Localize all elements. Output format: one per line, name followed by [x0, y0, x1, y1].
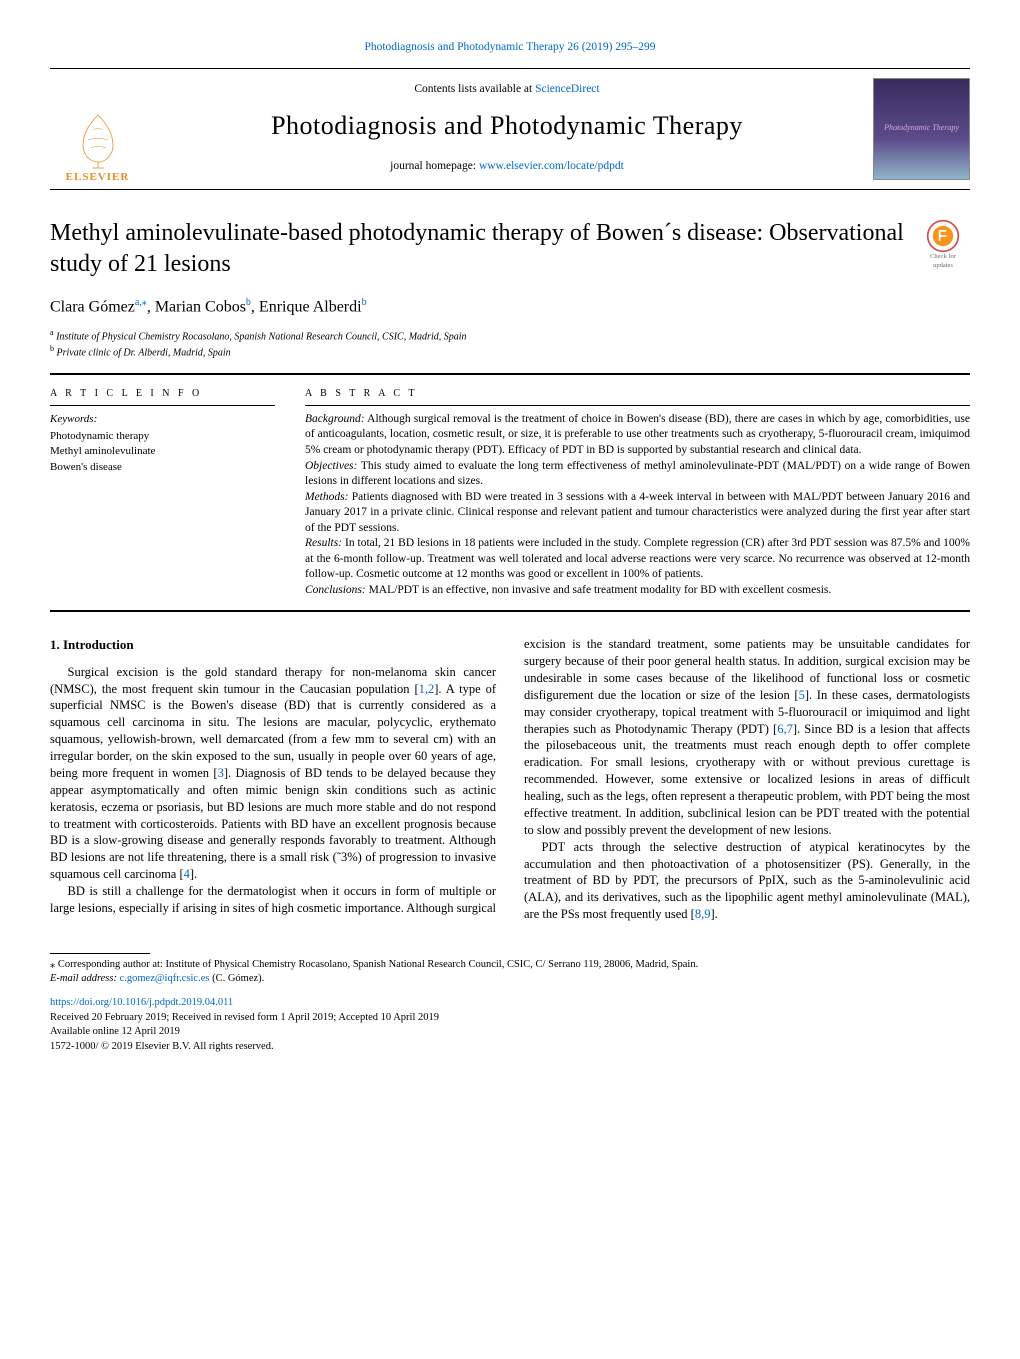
check-updates-badge[interactable]: Check for updates — [916, 218, 970, 272]
body-paragraph: Surgical excision is the gold standard t… — [50, 664, 496, 883]
article-title: Methyl aminolevulinate-based photodynami… — [50, 218, 904, 280]
article-info-head: A R T I C L E I N F O — [50, 387, 275, 406]
body-paragraph: PDT acts through the selective destructi… — [524, 839, 970, 923]
article-body: 1. Introduction Surgical excision is the… — [50, 636, 970, 923]
journal-citation: Photodiagnosis and Photodynamic Therapy … — [50, 40, 970, 56]
ref-link[interactable]: 8,9 — [695, 907, 711, 921]
email-line: E-mail address: c.gomez@iqfr.csic.es (C.… — [50, 972, 970, 986]
journal-cover-thumb: Photodynamic Therapy — [873, 78, 970, 180]
abstract-head: A B S T R A C T — [305, 387, 970, 406]
ref-link[interactable]: 4 — [184, 867, 190, 881]
corresponding-author: ⁎ Corresponding author at: Institute of … — [50, 958, 970, 972]
journal-header: ELSEVIER Contents lists available at Sci… — [50, 68, 970, 190]
keywords-head: Keywords: — [50, 412, 275, 427]
elsevier-tree-icon — [68, 110, 128, 170]
publisher-name: ELSEVIER — [66, 170, 130, 185]
sciencedirect-link[interactable]: ScienceDirect — [535, 83, 600, 95]
doi-link[interactable]: https://doi.org/10.1016/j.pdpdt.2019.04.… — [50, 997, 233, 1008]
homepage-line: journal homepage: www.elsevier.com/locat… — [151, 159, 863, 175]
section-heading: 1. Introduction — [50, 636, 496, 654]
keyword: Photodynamic therapy — [50, 429, 275, 444]
email-link[interactable]: c.gomez@iqfr.csic.es — [120, 973, 210, 984]
received-line: Received 20 February 2019; Received in r… — [50, 1011, 970, 1026]
available-line: Available online 12 April 2019 — [50, 1025, 970, 1040]
ref-link[interactable]: 5 — [799, 688, 805, 702]
homepage-link[interactable]: www.elsevier.com/locate/pdpdt — [479, 160, 624, 172]
check-updates-icon — [926, 219, 960, 253]
journal-name: Photodiagnosis and Photodynamic Therapy — [151, 108, 863, 143]
contents-line: Contents lists available at ScienceDirec… — [151, 82, 863, 98]
keyword: Bowen's disease — [50, 460, 275, 475]
keyword: Methyl aminolevulinate — [50, 444, 275, 459]
publisher-logo: ELSEVIER — [50, 65, 151, 193]
ref-link[interactable]: 3 — [218, 766, 224, 780]
author-affil-link[interactable]: b — [362, 297, 367, 308]
journal-citation-link[interactable]: Photodiagnosis and Photodynamic Therapy … — [364, 41, 655, 53]
ref-link[interactable]: 1,2 — [419, 682, 435, 696]
authors: Clara Gómeza,⁎, Marian Cobosb, Enrique A… — [50, 296, 970, 318]
ref-link[interactable]: 6,7 — [777, 722, 793, 736]
affiliations: a Institute of Physical Chemistry Rocaso… — [50, 328, 970, 360]
copyright-line: 1572-1000/ © 2019 Elsevier B.V. All righ… — [50, 1040, 970, 1055]
article-footer: ⁎ Corresponding author at: Institute of … — [50, 953, 970, 1055]
author-affil-link[interactable]: a,⁎ — [135, 297, 147, 308]
